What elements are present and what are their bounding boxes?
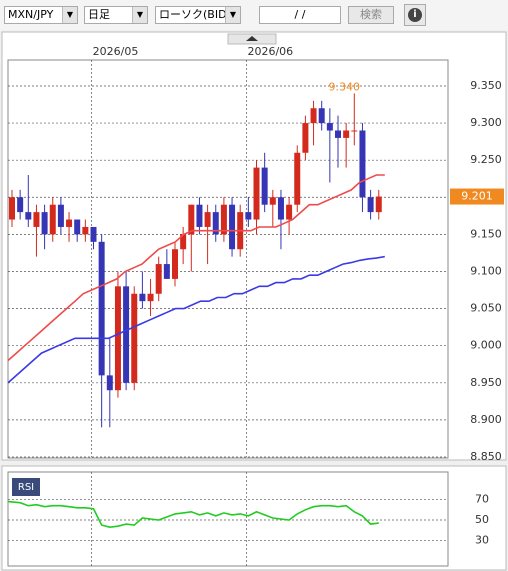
pair-select[interactable]: MXN/JPY ▼ [4, 6, 78, 24]
candle-body [269, 197, 276, 205]
y-tick-label: 50 [475, 513, 489, 526]
candle-body [155, 264, 162, 294]
candle-body [57, 204, 64, 227]
moving-average [7, 255, 385, 384]
y-tick-label: 9.250 [470, 153, 502, 166]
date: / / [294, 8, 306, 21]
last-price-box [450, 188, 504, 205]
high-label: 9.340 [329, 80, 361, 93]
candle-body [326, 123, 333, 131]
candle-body [375, 196, 382, 213]
rsi-badge [12, 478, 40, 496]
candle-body [318, 108, 325, 124]
y-tick-label: 9.350 [470, 79, 502, 92]
candle-body [367, 197, 374, 213]
kind: ローソク(BID) [159, 8, 231, 21]
search: 検索 [360, 8, 382, 21]
candle-body [220, 204, 227, 235]
candle-body [98, 241, 105, 376]
y-tick-label: 70 [475, 493, 489, 506]
candle-body [74, 219, 81, 235]
candle-body [196, 204, 203, 227]
toolbar: MXN/JPY ▼ 日足 ▼ ローソク(BID) ▼ / / 検索 i [0, 0, 508, 30]
candle-body [82, 226, 89, 235]
candle-body [114, 286, 121, 391]
y-tick-label: 8.900 [470, 413, 502, 426]
scroll-arrow [246, 36, 258, 41]
y-tick-label: 9.100 [470, 264, 502, 277]
y-tick-label: 9.300 [470, 116, 502, 129]
rsi-line [7, 500, 379, 529]
last-price-label: 9.201 [461, 190, 493, 203]
candle-body [277, 197, 284, 220]
pair: MXN/JPY [8, 8, 54, 21]
rsi-frame [7, 471, 449, 567]
search-button[interactable]: 検索 [348, 6, 394, 24]
candle-body [212, 212, 219, 235]
candle-body [172, 249, 178, 279]
y-tick-label: 9.150 [470, 227, 502, 240]
y-tick-label: 8.950 [470, 376, 502, 389]
candle-body [9, 197, 15, 220]
candle-body [351, 130, 358, 132]
candle-body [245, 212, 252, 220]
candle-body [302, 123, 309, 153]
chart: 8.8508.9008.9509.0009.0509.1009.1509.200… [1, 31, 507, 571]
candle-body [294, 152, 301, 205]
x-tick-label: 2026/05 [93, 45, 139, 58]
candle-body [261, 167, 268, 205]
candle-body [147, 293, 154, 302]
rsi-title: RSI [18, 482, 34, 493]
candle-body [66, 219, 73, 227]
candle-body [106, 375, 113, 391]
y-tick-label: 30 [475, 533, 489, 546]
candle-body [90, 226, 97, 242]
candle-body [180, 234, 187, 250]
candle-body [25, 212, 32, 220]
candle-body [163, 264, 170, 279]
kind-select[interactable]: ローソク(BID) ▼ [155, 6, 241, 24]
period: 日足 [88, 8, 110, 21]
arrow: ▼ [225, 7, 240, 23]
candle-body [33, 212, 40, 227]
y-tick-label: 9.000 [470, 339, 502, 352]
candle-body [17, 197, 24, 213]
candle-body [41, 212, 48, 235]
candle-body [335, 130, 341, 138]
candle-body [49, 204, 56, 235]
y-tick-label: 8.850 [470, 450, 502, 463]
arrow: ▼ [62, 7, 77, 23]
candle-body [229, 204, 236, 250]
plot-frame [7, 59, 449, 459]
period-select[interactable]: 日足 ▼ [84, 6, 148, 24]
candle-body [123, 286, 130, 383]
info-button[interactable]: i [404, 4, 426, 26]
candle-body [253, 167, 260, 220]
candle-body [139, 293, 146, 302]
candle-body [286, 204, 293, 220]
arrow: ▼ [132, 7, 147, 23]
moving-average [7, 174, 385, 362]
candle-body [359, 130, 366, 198]
candle-body [204, 212, 211, 227]
candle-body [343, 130, 350, 138]
candle-body [131, 293, 138, 383]
date-input[interactable]: / / [259, 6, 341, 24]
x-tick-label: 2026/06 [247, 45, 293, 58]
candle-body [310, 108, 317, 124]
y-tick-label: 9.050 [470, 302, 502, 315]
info: i [408, 8, 422, 22]
candle-body [188, 204, 195, 235]
